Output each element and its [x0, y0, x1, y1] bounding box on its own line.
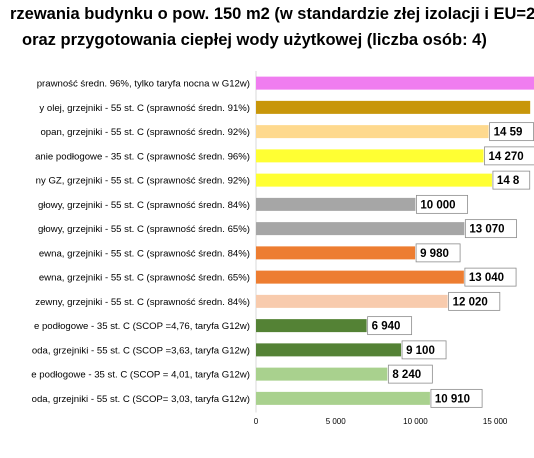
x-tick-label: 15 000 [483, 417, 508, 426]
data-label-box [464, 267, 517, 287]
data-label: 14 270 [488, 151, 523, 163]
chart-title-line2: oraz przygotowania ciepłej wody użytkowe… [22, 31, 487, 49]
data-label: 6 940 [372, 321, 401, 333]
data-label-box [416, 194, 469, 214]
data-label: 14 8 [497, 175, 520, 187]
data-label: 8 240 [392, 369, 421, 381]
data-label: 13 040 [469, 272, 504, 284]
bar [256, 246, 416, 260]
category-label: oda, grzejniki - 55 st. C (SCOP =3,63, t… [32, 345, 250, 356]
category-label: prawność średn. 96%, tylko taryfa nocna … [37, 79, 250, 90]
x-tick-label: 0 [254, 417, 259, 426]
category-label: ewna, grzejniki - 55 st. C (sprawność śr… [39, 248, 250, 259]
bar [256, 294, 448, 308]
data-label: 12 020 [453, 296, 488, 308]
data-label: 9 100 [406, 345, 435, 357]
bar [256, 173, 492, 187]
data-label-box [484, 146, 534, 166]
category-label: e podłogowe - 35 st. C (SCOP =4,76, tary… [34, 321, 250, 332]
bar [256, 76, 534, 90]
category-label: ewna, grzejniki - 55 st. C (sprawność śr… [39, 273, 250, 284]
category-label: anie podłogowe - 35 st. C (sprawność śre… [35, 151, 250, 162]
bar [256, 391, 430, 405]
data-label: 10 910 [435, 393, 470, 405]
bar [256, 125, 489, 139]
data-label: 9 980 [420, 248, 449, 260]
data-label-box [367, 316, 413, 336]
category-label: opan, grzejniki - 55 st. C (sprawność śr… [40, 127, 250, 138]
bar [256, 319, 367, 333]
bar [256, 197, 416, 211]
data-label-box [448, 291, 501, 311]
data-label-box [492, 170, 531, 190]
bar [256, 343, 402, 357]
x-tick-label: 10 000 [403, 417, 428, 426]
category-label: e podłogowe - 35 st. C (SCOP = 4,01, tar… [31, 370, 250, 381]
bar [256, 367, 388, 381]
data-label-box [430, 388, 483, 408]
data-label-box [415, 243, 461, 263]
bar [256, 270, 464, 284]
chart-title-line1: rzewania budynku o pow. 150 m2 (w standa… [10, 5, 534, 23]
category-label: ny GZ, grzejniki - 55 st. C (sprawność ś… [36, 176, 250, 187]
bar [256, 100, 531, 114]
category-label: głowy, grzejniki - 55 st. C (sprawność ś… [38, 224, 250, 235]
bar [256, 149, 484, 163]
x-tick-label: 5 000 [326, 417, 347, 426]
data-label-box [464, 219, 517, 239]
bar [256, 222, 465, 236]
category-label: oda, grzejniki - 55 st. C (SCOP= 3,03, t… [32, 394, 250, 405]
category-label: zewny, grzejniki - 55 st. C (sprawność ś… [35, 297, 250, 308]
data-label: 13 070 [469, 224, 504, 236]
category-label: y olej, grzejniki - 55 st. C (sprawność … [39, 103, 250, 114]
data-label-box [387, 364, 433, 384]
data-label: 14 59 [494, 127, 523, 139]
data-label-box [401, 340, 447, 360]
category-label: głowy, grzejniki - 55 st. C (sprawność ś… [38, 200, 250, 211]
data-label: 10 000 [420, 199, 455, 211]
